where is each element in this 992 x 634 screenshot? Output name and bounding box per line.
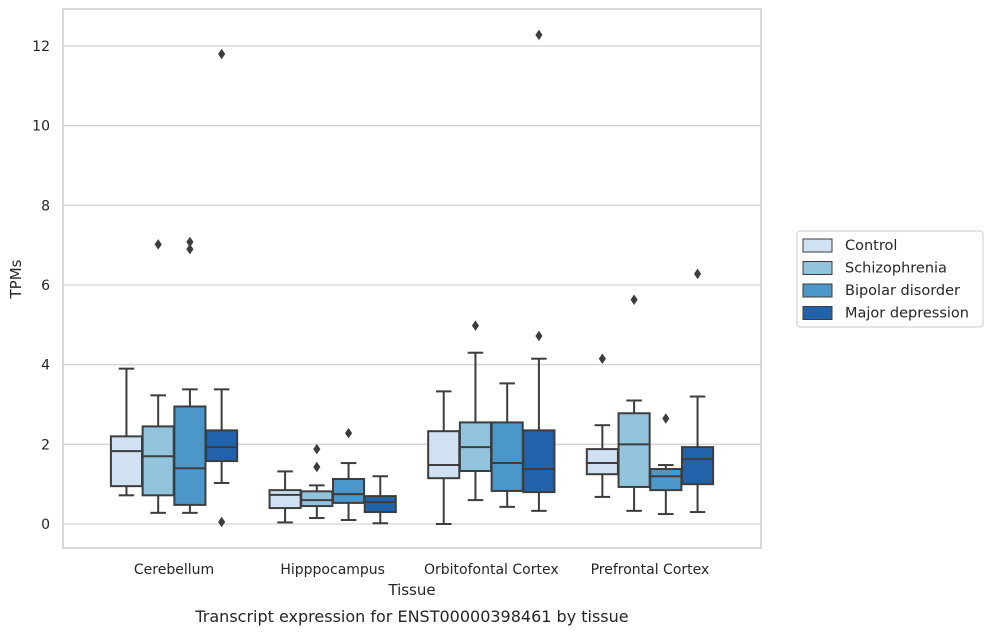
plot-frame: [62, 8, 762, 549]
y-tick-label: 6: [41, 278, 50, 294]
outlier-point: [218, 48, 226, 60]
y-tick-label: 12: [32, 39, 50, 55]
box-bipolar-disorder: [649, 413, 683, 516]
legend-swatch: [802, 238, 833, 253]
box-schizophrenia: [141, 239, 175, 514]
legend-label: Major depression: [845, 306, 969, 322]
x-tick-label: Hipppocampus: [280, 562, 385, 578]
iqr-box: [617, 412, 651, 488]
iqr-box: [649, 468, 683, 492]
outlier-point: [218, 516, 226, 528]
x-tick-label: Orbitofontal Cortex: [424, 562, 559, 578]
outlier-point: [186, 243, 194, 255]
outlier-point: [693, 268, 702, 280]
outlier-point: [662, 413, 670, 424]
box-bipolar-disorder: [331, 427, 366, 522]
iqr-box: [331, 477, 366, 504]
y-tick-label: 2: [41, 437, 50, 453]
outlier-point: [535, 330, 543, 342]
outlier-point: [313, 461, 321, 473]
legend-label: Control: [845, 238, 897, 254]
box-major-depression: [205, 48, 239, 528]
box-bipolar-disorder: [173, 236, 207, 514]
y-tick-label: 8: [41, 198, 50, 214]
outlier-point: [535, 29, 543, 41]
legend-swatch: [802, 261, 833, 275]
box-major-depression: [363, 475, 397, 525]
iqr-box: [173, 405, 207, 506]
legend-swatch: [802, 306, 833, 320]
iqr-box: [490, 421, 524, 492]
chart-caption: Transcript expression for ENST0000039846…: [194, 607, 628, 626]
box-control: [109, 367, 144, 497]
iqr-box: [268, 489, 302, 510]
y-tick-label: 0: [41, 517, 50, 533]
iqr-box: [427, 430, 461, 480]
iqr-box: [109, 435, 144, 488]
iqr-box: [680, 446, 715, 486]
legend-label: Bipolar disorder: [845, 283, 960, 299]
x-axis-label: Tissue: [387, 581, 435, 599]
iqr-box: [300, 490, 334, 508]
box-schizophrenia: [617, 294, 651, 512]
legend-label: Schizophrenia: [845, 261, 947, 277]
box-bipolar-disorder: [490, 382, 524, 508]
outlier-point: [630, 294, 638, 305]
y-axis-label: TPMs: [7, 259, 25, 299]
x-tick-label: Cerebellum: [134, 562, 214, 578]
outlier-point: [154, 239, 162, 250]
y-tick-label: 10: [32, 119, 50, 135]
iqr-box: [141, 425, 175, 497]
box-control: [427, 390, 461, 525]
outlier-point: [186, 236, 194, 248]
outlier-point: [598, 353, 606, 364]
legend-frame: [796, 230, 984, 328]
iqr-box: [522, 429, 556, 494]
outlier-point: [344, 427, 353, 439]
iqr-box: [363, 495, 397, 514]
box-major-depression: [522, 29, 556, 512]
iqr-box: [205, 429, 239, 463]
box-major-depression: [680, 268, 715, 514]
legend: Control Schizophrenia Bipolar disorder Majo…: [796, 230, 984, 328]
outlier-point: [471, 320, 480, 331]
outlier-point: [313, 443, 321, 455]
x-tick-label: Prefrontal Cortex: [591, 562, 710, 578]
y-tick-label: 4: [41, 358, 50, 374]
legend-swatch: [802, 283, 833, 298]
iqr-box: [585, 448, 619, 476]
